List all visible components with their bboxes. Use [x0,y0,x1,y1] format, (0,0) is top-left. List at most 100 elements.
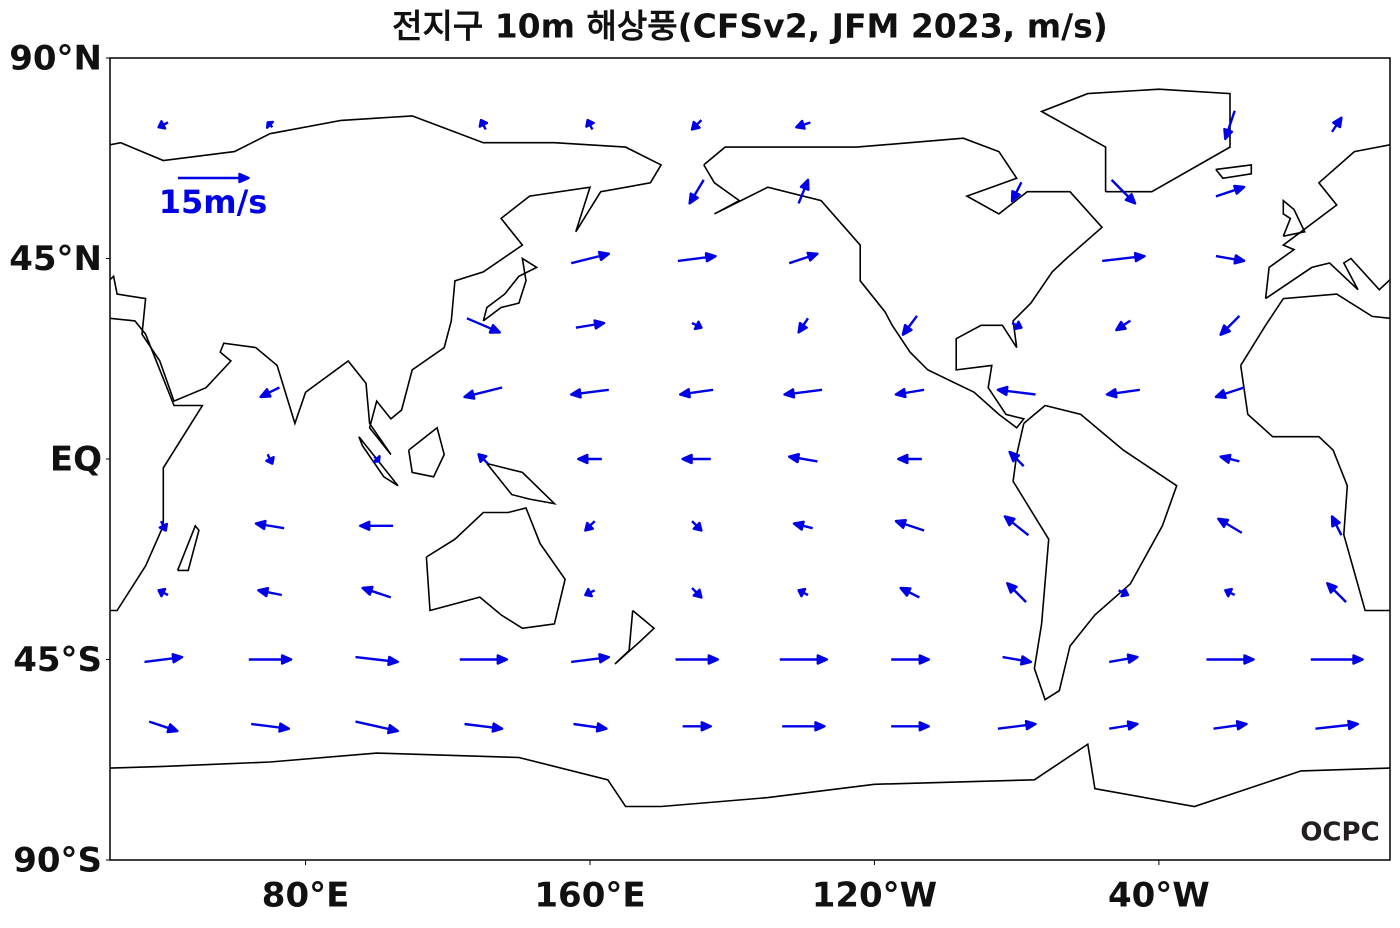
wind-arrow [1008,450,1025,467]
wind-arrow [1102,252,1146,263]
wind-arrow [691,520,703,532]
reference-arrow [178,172,250,184]
coastline [1239,293,1390,612]
wind-arrow [682,721,712,732]
wind-arrow [899,586,920,599]
coastline [1039,88,1231,193]
wind-arrow [1206,654,1255,665]
wind-arrow [251,722,290,733]
x-tick-label: 160°E [534,876,645,916]
wind-arrow [1010,181,1023,203]
wind-arrow [361,585,392,599]
wind-arrow [477,453,489,465]
wind-arrow [459,654,508,665]
coastline [176,524,200,572]
wind-vectors [144,110,1364,735]
wind-arrow [797,317,809,334]
coastline [1012,404,1178,701]
wind-arrow [1214,386,1245,399]
wind-arrow [571,653,610,664]
wind-arrow [266,120,274,129]
wind-arrow [997,719,1037,731]
y-tick-label: EQ [50,440,102,480]
wind-arrow [894,519,925,532]
wind-arrow [691,320,703,331]
wind-arrow [359,520,394,531]
wind-arrow [257,587,283,598]
coastline [703,137,1104,429]
wind-arrow [1118,587,1130,598]
wind-arrow [1310,654,1364,665]
wind-arrow [681,453,711,465]
wind-arrow [157,587,169,598]
wind-arrow [355,655,399,666]
wind-arrow [901,315,918,336]
wind-arrow [782,721,826,732]
coastline [661,742,1390,808]
wind-arrow [688,179,705,205]
wind-arrow [996,385,1036,397]
y-tick-label: 45°S [13,640,102,680]
wind-arrow [372,455,381,463]
map-title: 전지구 10m 해상풍(CFSv2, JFM 2023, m/s) [392,7,1108,46]
wind-arrow [1224,587,1236,598]
coastline [358,436,399,487]
wind-arrow [158,520,169,532]
wind-arrow [464,722,504,733]
y-tick-label: 90°N [9,39,102,79]
wind-arrow [157,120,169,130]
y-tick-label: 90°S [13,841,102,881]
coastline [486,462,557,505]
wind-arrow [265,453,275,465]
coastlines [110,88,1390,808]
wind-arrow [783,388,823,399]
wind-arrow [795,119,811,130]
wind-arrow [691,587,703,599]
wind-arrow [891,721,930,732]
x-tick-label: 120°W [812,876,937,916]
wind-arrow [248,654,293,665]
wind-arrow [1110,179,1137,205]
reference-label: 15m/s [159,183,268,221]
wind-arrow [254,519,285,531]
wind-arrow [1217,517,1243,534]
wind-arrow [897,453,922,465]
wind-arrow [148,720,179,734]
wind-arrow [677,252,717,263]
logo: OCPC [1300,818,1379,848]
wind-arrow [779,654,828,665]
wind-arrow [1115,319,1132,332]
wind-arrow [1215,254,1246,265]
coastline [407,426,446,478]
coastline [110,115,663,455]
wind-arrow [1223,110,1236,141]
wind-arrow [690,119,703,131]
wind-arrow [1213,720,1248,731]
wind-arrow [894,387,925,399]
wind-arrow [570,388,609,399]
wind-arrow [584,587,596,598]
wind-arrow [1330,515,1343,536]
wind-arrow [573,722,608,733]
wind-arrow [788,251,819,265]
wind-arrow [1002,655,1032,666]
wind-arrow [797,587,809,598]
wind-arrow [1219,315,1241,336]
wind-arrow [1011,320,1023,331]
wind-arrow [1326,582,1347,603]
x-tick-label: 40°W [1108,876,1210,916]
wind-arrow [478,118,489,131]
wind-arrow [679,388,714,399]
coastline [1282,198,1306,237]
wind-arrow [584,520,596,532]
wind-arrow [144,653,184,664]
wind-arrow [1315,719,1359,731]
wind-arrow [1003,515,1030,537]
wind-arrow [1109,720,1139,731]
coastline [425,507,566,630]
wind-arrow [575,319,606,330]
wind-arrow [891,654,930,665]
coastline [614,609,656,665]
